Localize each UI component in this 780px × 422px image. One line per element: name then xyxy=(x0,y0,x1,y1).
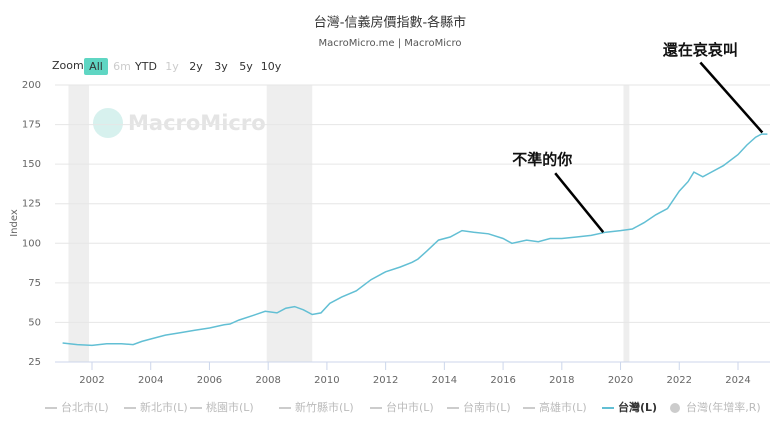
x-tick-label: 2018 xyxy=(549,375,574,386)
y-axis-label: Index xyxy=(9,209,20,237)
legend-item[interactable]: 桃園市(L) xyxy=(206,400,254,414)
chart-title: 台灣-信義房價指數-各縣市 xyxy=(314,15,466,31)
y-tick-label: 50 xyxy=(28,317,41,328)
x-tick-label: 2022 xyxy=(667,375,692,386)
y-tick-label: 125 xyxy=(22,199,41,210)
x-tick-label: 2012 xyxy=(373,375,398,386)
y-tick-label: 25 xyxy=(28,357,41,368)
legend-item[interactable]: 新北市(L) xyxy=(140,400,188,414)
legend-item[interactable]: 新竹縣市(L) xyxy=(295,400,354,414)
legend-item[interactable]: 台中市(L) xyxy=(386,400,434,414)
y-tick-label: 75 xyxy=(28,278,41,289)
legend-item[interactable]: 台南市(L) xyxy=(463,400,511,414)
zoom-button[interactable]: 5y xyxy=(239,60,253,73)
y-tick-label: 150 xyxy=(22,159,41,170)
zoom-button[interactable]: 3y xyxy=(214,60,228,73)
chart-subtitle: MacroMicro.me | MacroMicro xyxy=(319,38,462,49)
annotation-arrow xyxy=(554,172,605,233)
legend-item[interactable]: 台北市(L) xyxy=(61,400,109,414)
legend-symbol xyxy=(670,403,680,413)
y-tick-label: 175 xyxy=(22,120,41,131)
zoom-button: 6m xyxy=(113,60,131,73)
watermark: MacroMicro xyxy=(128,111,266,135)
y-tick-label: 200 xyxy=(22,80,41,91)
shaded-period xyxy=(68,85,90,362)
series-line xyxy=(62,133,768,347)
zoom-button[interactable]: YTD xyxy=(134,60,157,73)
zoom-button-bg xyxy=(84,58,108,75)
legend-item[interactable]: 台灣(年增率,R) xyxy=(686,400,761,414)
shaded-period xyxy=(266,85,313,362)
annotation-text: 還在哀哀叫 xyxy=(663,41,738,59)
watermark-logo xyxy=(93,108,123,138)
zoom-button[interactable]: All xyxy=(89,60,103,73)
x-tick-label: 2014 xyxy=(432,375,457,386)
x-tick-label: 2020 xyxy=(608,375,633,386)
legend-item[interactable]: 高雄市(L) xyxy=(539,400,587,414)
y-tick-label: 100 xyxy=(22,238,41,249)
annotation-text: 不準的你 xyxy=(512,151,572,169)
x-tick-label: 2024 xyxy=(725,375,750,386)
zoom-button[interactable]: 10y xyxy=(261,60,282,73)
zoom-button: 1y xyxy=(165,60,179,73)
x-tick-label: 2002 xyxy=(79,375,104,386)
x-tick-label: 2016 xyxy=(490,375,515,386)
zoom-label: Zoom xyxy=(52,59,84,72)
annotation-arrow xyxy=(699,61,764,134)
legend-item[interactable]: 台灣(L) xyxy=(618,400,657,414)
zoom-button[interactable]: 2y xyxy=(189,60,203,73)
x-tick-label: 2008 xyxy=(255,375,280,386)
shaded-period xyxy=(623,85,630,362)
x-tick-label: 2004 xyxy=(138,375,163,386)
x-tick-label: 2006 xyxy=(197,375,222,386)
x-tick-label: 2010 xyxy=(314,375,339,386)
